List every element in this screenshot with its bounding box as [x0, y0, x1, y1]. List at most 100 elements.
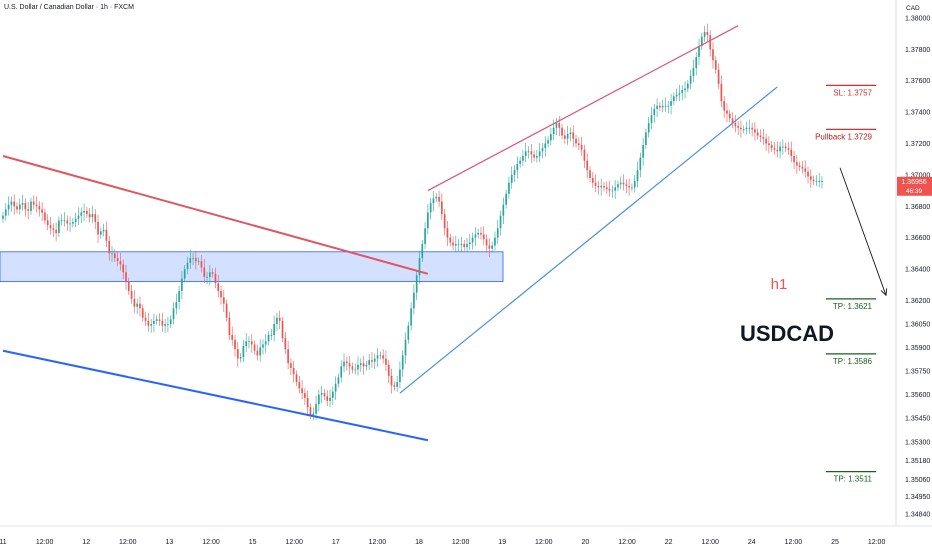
candle-body — [619, 182, 622, 185]
candle-body — [793, 156, 795, 163]
candle-body — [415, 275, 418, 293]
candle-body — [139, 303, 141, 309]
candle-body — [591, 178, 594, 183]
candle-body — [262, 344, 264, 348]
candle-body — [351, 366, 354, 370]
candle-body — [298, 382, 301, 389]
candle-body — [245, 341, 248, 347]
candle-body — [242, 346, 245, 357]
x-tick-label: 11 — [0, 539, 7, 546]
candle-body — [756, 132, 759, 136]
x-tick-label: 12:00 — [868, 539, 886, 546]
candle-body — [24, 203, 27, 210]
levels: SL: 1.3757 Pullback 1.3729 TP: 1.3621 TP: 1… — [815, 84, 876, 484]
candle-body — [605, 187, 608, 189]
x-tick-label: 19 — [498, 539, 506, 546]
candle-body — [376, 355, 379, 359]
candle-body — [27, 209, 29, 211]
candle-body — [393, 385, 396, 387]
candle-body — [413, 292, 415, 309]
candle-body — [172, 308, 175, 320]
candle-body — [281, 320, 284, 339]
candle-body — [320, 393, 323, 395]
candle-body — [102, 229, 105, 232]
candle-body — [664, 105, 667, 107]
candle-body — [706, 31, 709, 36]
y-tick-label: 1.35750 — [905, 369, 930, 376]
candle-body — [318, 394, 320, 405]
projection-arrow — [839, 167, 887, 296]
candle-body — [161, 320, 164, 326]
candle-body — [809, 176, 812, 180]
candle-body — [44, 212, 46, 221]
candle-body — [555, 123, 558, 128]
level-label: SL: 1.3757 — [833, 88, 872, 97]
candle-body — [787, 148, 790, 150]
candle-body — [480, 232, 482, 235]
candle-body — [217, 283, 220, 292]
candle-body — [779, 146, 781, 152]
candle-body — [74, 218, 77, 222]
candle-body — [600, 185, 603, 188]
candle-body — [703, 31, 706, 37]
candle-body — [4, 209, 7, 216]
candle-body — [41, 209, 43, 213]
x-tick-label: 12 — [82, 539, 90, 546]
candle-body — [530, 151, 533, 155]
candle-body — [589, 170, 591, 179]
candle-body — [625, 184, 628, 186]
level-label: TP: 1.3511 — [833, 475, 872, 484]
candle-body — [790, 149, 793, 157]
candle-body — [782, 146, 784, 148]
candle-body — [765, 138, 767, 144]
candle-body — [818, 181, 821, 182]
candle-body — [167, 324, 169, 325]
candle-body — [404, 339, 407, 356]
candle-body — [513, 170, 516, 175]
candle-body — [141, 308, 144, 318]
candle-body — [144, 317, 147, 321]
x-tick-label: 20 — [582, 539, 590, 546]
candle-body — [558, 123, 561, 128]
candle-body — [312, 413, 315, 416]
x-tick-label: 12:00 — [369, 539, 387, 546]
zone-layer — [0, 251, 504, 283]
candle-body — [228, 317, 231, 336]
candle-body — [158, 319, 161, 321]
candle-body — [796, 162, 798, 166]
candle-body — [331, 391, 334, 398]
candle-body — [731, 118, 734, 124]
candle-body — [494, 237, 496, 246]
y-tick-label: 1.35300 — [905, 439, 930, 446]
candle-body — [267, 335, 270, 342]
candle-body — [502, 204, 505, 216]
candle-body — [379, 355, 382, 357]
candle-body — [49, 225, 52, 229]
level-label: Pullback 1.3729 — [815, 132, 872, 141]
candle-body — [754, 129, 756, 133]
candle-body — [438, 196, 440, 202]
candle-body — [726, 110, 728, 114]
candle-body — [441, 201, 443, 215]
candle-body — [639, 157, 642, 171]
y-tick-label: 1.36800 — [905, 204, 930, 211]
candle-body — [259, 347, 261, 356]
level-label: TP: 1.3586 — [833, 357, 873, 366]
candle-body — [150, 324, 152, 326]
candle-body — [2, 215, 4, 219]
candle-body — [309, 407, 312, 416]
y-tick-label: 1.37000 — [905, 172, 930, 179]
candle-body — [329, 397, 331, 401]
candle-body — [471, 237, 474, 243]
candle-body — [97, 221, 99, 235]
candle-body — [371, 360, 373, 362]
candle-body — [35, 204, 38, 207]
candle-body — [631, 187, 633, 189]
candle-body — [225, 303, 228, 318]
candle-body — [385, 358, 387, 365]
y-tick-label: 1.35060 — [905, 477, 930, 484]
candle-body — [622, 182, 625, 185]
candle-body — [454, 243, 457, 246]
candle-body — [16, 206, 18, 210]
